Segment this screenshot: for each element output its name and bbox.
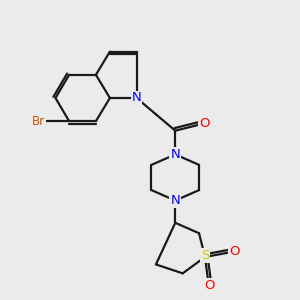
Text: N: N <box>170 148 180 161</box>
Text: N: N <box>132 92 142 104</box>
Text: O: O <box>204 279 215 292</box>
Text: S: S <box>201 249 209 262</box>
Text: O: O <box>199 117 210 130</box>
Text: Br: Br <box>32 115 45 128</box>
Text: N: N <box>170 194 180 207</box>
Text: O: O <box>229 244 239 258</box>
